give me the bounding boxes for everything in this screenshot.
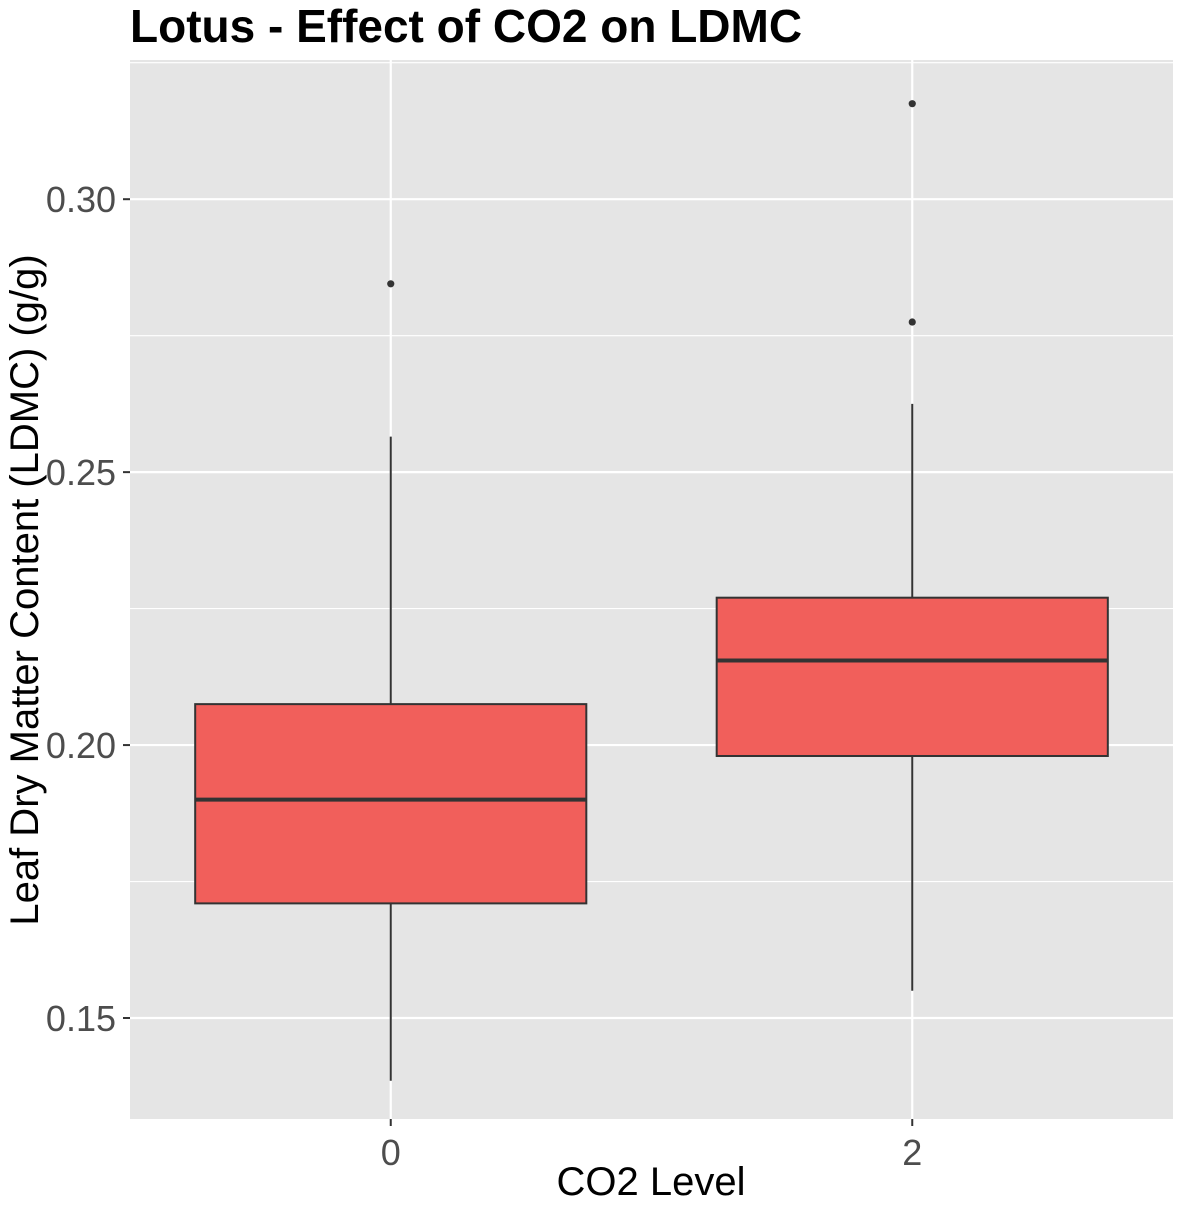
- y-tick-label: 0.30: [46, 179, 116, 220]
- plot-panel: [130, 60, 1173, 1119]
- outlier-point: [908, 100, 916, 108]
- x-tick-label: 2: [902, 1132, 922, 1173]
- box-series: [194, 100, 1109, 1081]
- y-tick-label: 0.20: [46, 725, 116, 766]
- y-tick-label: 0.15: [46, 998, 116, 1039]
- y-axis: 0.15 0.20 0.25 0.30: [46, 179, 130, 1039]
- box-group: [194, 280, 588, 1081]
- outlier-point: [387, 280, 395, 288]
- box-group: [715, 100, 1109, 991]
- box-iqr: [715, 596, 1109, 757]
- outlier-point: [908, 318, 916, 326]
- box-iqr: [194, 703, 588, 905]
- x-tick-label: 0: [381, 1132, 401, 1173]
- x-axis-title: CO2 Level: [557, 1160, 746, 1204]
- y-axis-title: Leaf Dry Matter Content (LDMC) (g/g): [3, 254, 47, 925]
- chart-title: Lotus - Effect of CO2 on LDMC: [130, 0, 802, 52]
- y-tick-label: 0.25: [46, 452, 116, 493]
